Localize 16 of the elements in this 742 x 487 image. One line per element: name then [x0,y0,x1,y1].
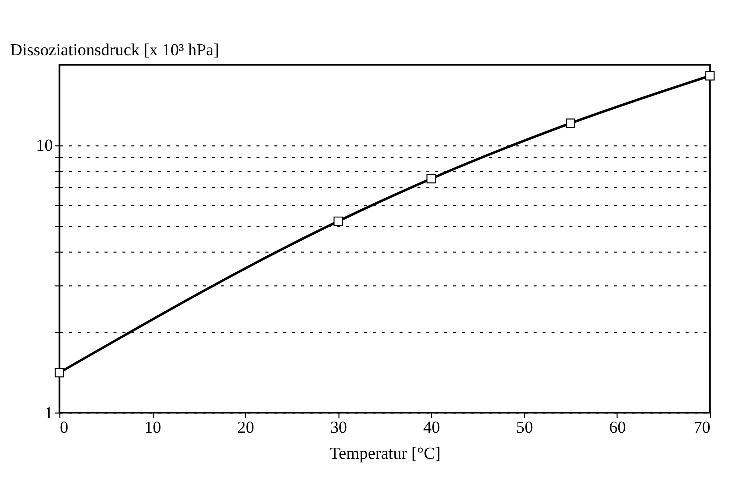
y-tick-label: 1 [44,403,54,422]
x-tick-label: 60 [609,418,626,438]
point [54,368,64,378]
x-tick-label: 20 [238,418,254,438]
x-tick-label: 10 [144,418,162,438]
point [566,118,576,128]
y-axis-title: Dissoziationsdruck [x 10³ hPa] [10,40,220,60]
x-tick-label: 50 [516,418,534,438]
x-tick-label: 30 [330,418,348,438]
point [334,216,344,226]
point [706,71,715,81]
x-tick-label: 70 [694,418,711,438]
x-tick-label: 40 [423,418,440,438]
point [426,174,436,184]
x-tick-label: 0 [60,418,69,438]
x-axis-title: Temperatur [°C] [330,444,441,463]
